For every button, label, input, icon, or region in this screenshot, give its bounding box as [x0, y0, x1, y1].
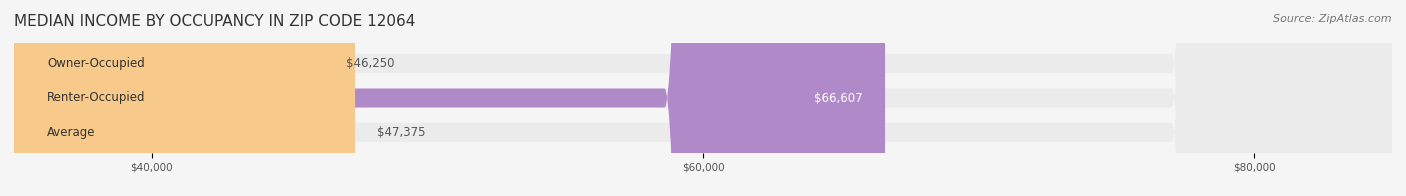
Text: $46,250: $46,250	[346, 57, 395, 70]
FancyBboxPatch shape	[14, 0, 1392, 196]
FancyBboxPatch shape	[14, 0, 884, 196]
FancyBboxPatch shape	[14, 0, 1392, 196]
Text: Owner-Occupied: Owner-Occupied	[48, 57, 145, 70]
FancyBboxPatch shape	[14, 0, 356, 196]
Text: $47,375: $47,375	[377, 126, 426, 139]
Text: Source: ZipAtlas.com: Source: ZipAtlas.com	[1274, 14, 1392, 24]
FancyBboxPatch shape	[14, 0, 325, 196]
Text: $66,607: $66,607	[814, 92, 863, 104]
Text: MEDIAN INCOME BY OCCUPANCY IN ZIP CODE 12064: MEDIAN INCOME BY OCCUPANCY IN ZIP CODE 1…	[14, 14, 415, 29]
Text: Average: Average	[48, 126, 96, 139]
Text: Renter-Occupied: Renter-Occupied	[48, 92, 146, 104]
FancyBboxPatch shape	[14, 0, 1392, 196]
